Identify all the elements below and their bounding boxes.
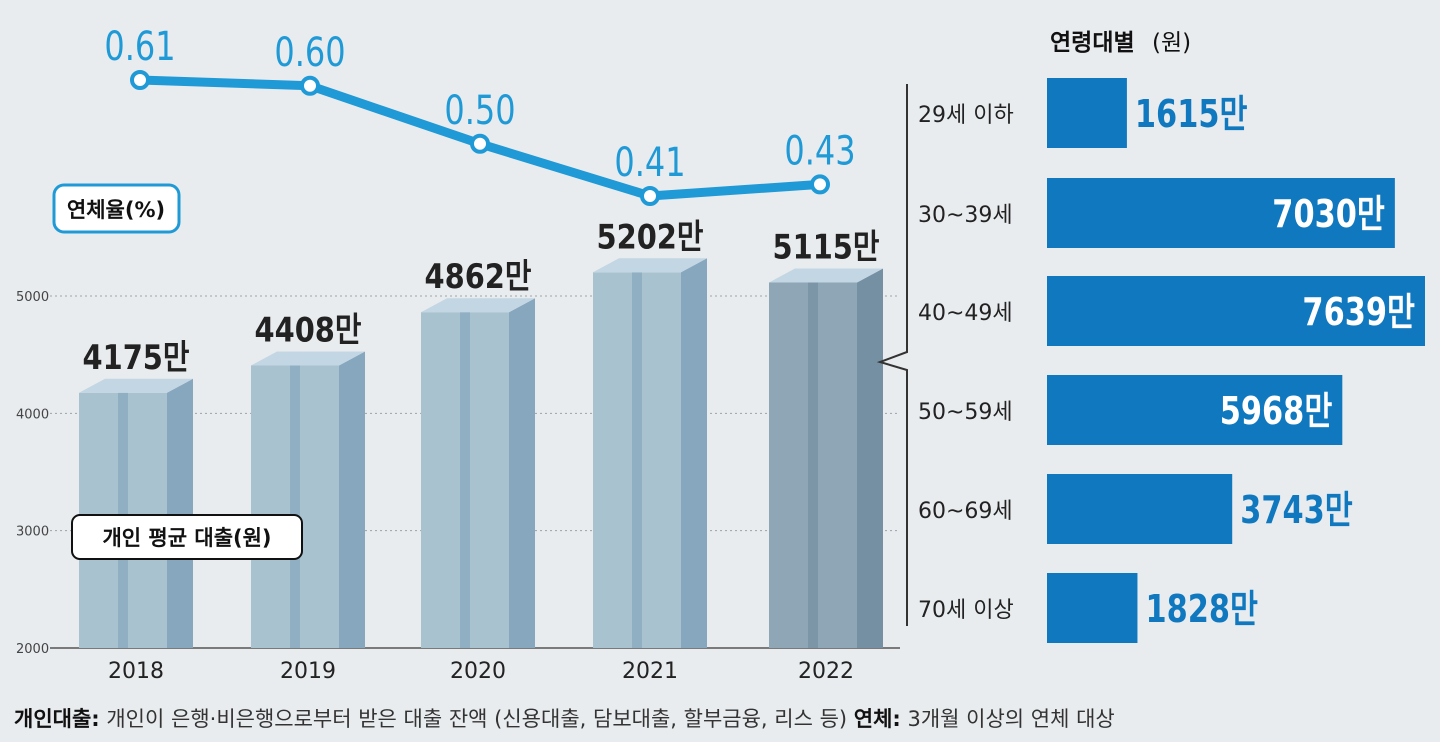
y-tick-label: 3000 (16, 525, 49, 540)
age-bar (1047, 178, 1395, 248)
age-bar (1047, 573, 1138, 643)
loan-title-box (71, 514, 303, 560)
age-title: 연령대별 (1050, 30, 1135, 56)
age-category-label: 70세 이상 (918, 598, 1014, 623)
loan-bar-2020 (421, 298, 535, 648)
overdue-point-2019 (300, 75, 320, 96)
age-value-label: 3743만 (1240, 489, 1353, 533)
age-bar-4 (1047, 375, 1343, 445)
age-bar (1047, 375, 1343, 445)
loan-bar-divider (632, 272, 642, 648)
loan-value-label: 4862만 (424, 258, 531, 297)
age-category-label: 40~49세 (918, 301, 1013, 326)
age-bar-5 (1047, 474, 1233, 544)
loan-bar-top (79, 378, 193, 393)
age-bar-6 (1047, 573, 1138, 643)
age-unit: (원) (1152, 30, 1191, 56)
loan-bar-side (167, 378, 193, 648)
age-bar (1047, 474, 1233, 544)
age-category-label: 30~39세 (918, 203, 1013, 228)
overdue-value-label: 0.60 (274, 28, 345, 75)
x-tick-label: 2020 (450, 659, 506, 684)
footnote: 개인대출: 개인이 은행·비은행으로부터 받은 대출 잔액 (신용대출, 담보대… (14, 703, 1115, 733)
age-value-label: 7030만 (1272, 193, 1385, 237)
age-bracket (876, 84, 908, 626)
age-bar-1 (1047, 78, 1127, 148)
age-bar (1047, 78, 1127, 148)
overdue-value-label: 0.50 (444, 86, 515, 133)
loan-bar-top (251, 351, 365, 366)
loan-bar-2021 (593, 258, 707, 648)
age-bar (1047, 276, 1425, 346)
x-tick-label: 2021 (622, 659, 678, 684)
loan-bar-side (509, 298, 535, 648)
loan-bar-top (421, 298, 535, 313)
loan-bar-divider (290, 365, 300, 648)
loan-bar-side (339, 351, 365, 648)
age-value-label: 7639만 (1302, 291, 1415, 335)
loan-bar-top (593, 258, 707, 273)
overdue-point-2018 (130, 70, 150, 90)
overdue-title-box (52, 183, 181, 234)
age-category-label: 60~69세 (918, 499, 1013, 524)
loan-bar-top (769, 268, 883, 283)
loan-bar-2018 (79, 378, 193, 648)
labels-layer: 4175만 2018 4408만 2019 4862만 2020 5202만 2021 5115… (52, 22, 1415, 684)
overdue-point-2021 (640, 186, 660, 206)
loan-value-label: 5202만 (596, 218, 703, 257)
y-tick-label: 5000 (16, 290, 49, 305)
loan-title: 개인 평균 대출(원) (102, 526, 271, 550)
loan-value-label: 4175만 (82, 339, 189, 378)
x-tick-label: 2019 (280, 659, 336, 684)
loan-bars-layer (79, 258, 883, 648)
footnote-loan-desc: 개인이 은행·비은행으로부터 받은 대출 잔액 (신용대출, 담보대출, 할부금… (99, 707, 854, 731)
y-tick-label: 4000 (16, 407, 49, 422)
loan-bar-2022 (769, 268, 883, 648)
age-value-label: 1828만 (1145, 588, 1258, 632)
loan-value-label: 4408만 (254, 311, 361, 350)
footnote-loan-term: 개인대출: (14, 707, 100, 731)
footnote-overdue-desc: 3개월 이상의 연체 대상 (900, 707, 1115, 731)
x-tick-label: 2022 (798, 659, 854, 684)
y-tick-label: 2000 (16, 642, 49, 657)
overdue-value-label: 0.61 (104, 22, 175, 69)
x-tick-label: 2018 (108, 659, 164, 684)
age-bars-layer (876, 78, 1425, 643)
overdue-value-label: 0.41 (614, 138, 685, 185)
loan-bar-side (681, 258, 707, 648)
overdue-point-2020 (470, 133, 490, 154)
age-bar-2 (1047, 178, 1395, 248)
age-bar-3 (1047, 276, 1425, 346)
age-value-label: 5968만 (1220, 390, 1333, 434)
age-category-label: 29세 이하 (918, 103, 1014, 128)
chart-canvas: 5000 4000 3000 2000 4175만 2018 4408만 2019 4862만… (16, 22, 1425, 684)
age-category-label: 50~59세 (918, 400, 1013, 425)
loan-value-label: 5115만 (772, 228, 879, 267)
loan-bar-side (857, 268, 883, 648)
age-value-label: 1615만 (1135, 93, 1248, 137)
footnote-overdue-term: 연체: (853, 707, 901, 731)
loan-bar-divider (808, 282, 818, 648)
loan-bar-2019 (251, 351, 365, 648)
overdue-value-label: 0.43 (784, 127, 855, 174)
loan-bar-divider (460, 312, 470, 648)
overdue-title: 연체율(%) (67, 198, 165, 222)
overdue-line-layer (130, 70, 830, 206)
overdue-point-2022 (810, 174, 830, 195)
